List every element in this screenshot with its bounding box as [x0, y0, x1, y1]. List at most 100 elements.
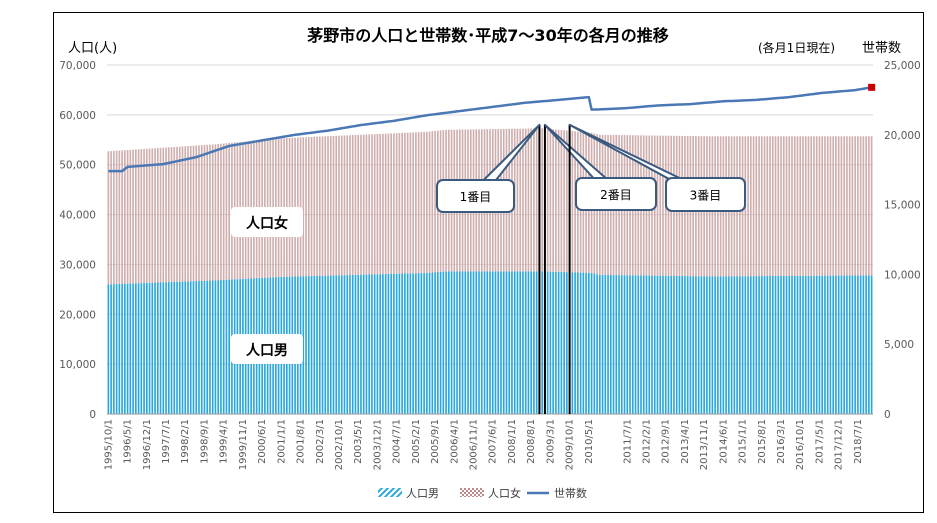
bar-female: [181, 146, 184, 282]
bar-male: [810, 275, 813, 414]
bar-male: [541, 271, 543, 414]
bar-male: [868, 275, 870, 414]
bar-female: [346, 135, 349, 276]
x-tick-label: 2017/12/1: [834, 419, 845, 470]
x-tick-label: 2005/9/1: [430, 419, 441, 464]
bar-female: [752, 136, 755, 277]
bar-male: [228, 279, 230, 414]
legend-swatch: [460, 488, 484, 497]
bar-male: [469, 271, 472, 414]
bar-male: [335, 275, 338, 414]
bar-female: [384, 133, 387, 275]
bar-male: [664, 275, 667, 414]
bar-male: [708, 276, 711, 414]
bar-male: [461, 271, 464, 414]
bar-male: [475, 271, 478, 414]
bar-male: [747, 276, 749, 414]
bar-female: [118, 150, 121, 284]
bar-female: [758, 136, 760, 277]
x-tick-label: 2008/1/1: [507, 419, 518, 464]
bar-female: [541, 128, 543, 272]
bar-male: [535, 271, 538, 414]
bar-female: [371, 134, 373, 275]
bar-male: [552, 271, 554, 414]
bar-female: [110, 151, 112, 285]
bar-male: [549, 271, 552, 414]
bar-male: [445, 271, 447, 414]
x-tick-label: 2018/7/1: [853, 419, 864, 464]
bar-female: [192, 145, 195, 282]
bar-male: [579, 272, 582, 414]
bar-male: [763, 276, 766, 414]
x-tick-label: 2009/10/1: [565, 419, 576, 470]
bar-female: [412, 132, 414, 274]
bar-male: [453, 271, 456, 414]
bar-male: [590, 272, 593, 414]
bar-female: [167, 147, 170, 283]
bar-male: [711, 276, 714, 414]
bar-female: [382, 133, 384, 275]
bar-male: [769, 276, 771, 414]
bar-female: [527, 128, 530, 272]
bar-male: [195, 281, 198, 414]
bar-female: [357, 134, 360, 275]
bar-female: [393, 133, 395, 274]
bar-female: [524, 128, 527, 272]
y2-tick-label: 25,000: [884, 60, 921, 72]
bar-male: [588, 272, 590, 414]
bar-female: [162, 147, 165, 283]
bar-male: [173, 281, 176, 414]
bar-female: [417, 132, 420, 274]
bar-male: [563, 272, 565, 414]
callout-box: [436, 179, 515, 213]
bar-male: [329, 275, 332, 414]
bar-male: [804, 275, 807, 414]
bar-male: [555, 271, 557, 414]
bar-female: [818, 136, 821, 276]
bar-female: [299, 137, 302, 277]
bar-male: [717, 276, 719, 414]
bar-female: [555, 129, 557, 272]
x-tick-label: 2006/11/1: [469, 419, 480, 470]
bar-female: [755, 136, 758, 277]
bar-female: [189, 145, 192, 282]
bar-male: [516, 271, 519, 414]
bar-male: [829, 275, 832, 414]
bar-female: [113, 150, 115, 285]
bar-male: [854, 275, 856, 414]
bar-male: [821, 275, 824, 414]
bar-male: [129, 283, 132, 414]
bar-female: [156, 148, 159, 283]
bar-male: [398, 273, 401, 414]
bar-male: [316, 275, 318, 414]
bar-male: [313, 275, 316, 414]
x-tick-label: 2015/8/1: [757, 419, 768, 464]
bar-male: [305, 276, 307, 414]
bar-female: [121, 150, 123, 284]
bar-male: [725, 276, 727, 414]
bar-male: [645, 275, 648, 414]
bar-male: [439, 271, 442, 414]
bar-male: [211, 280, 214, 414]
bar-male: [615, 275, 618, 414]
x-tick-label: 1998/2/1: [180, 419, 191, 464]
legend: 人口男 人口女 世帯数: [378, 486, 587, 500]
bar-female: [327, 136, 329, 276]
callout-box: [575, 177, 657, 211]
bar-female: [788, 136, 791, 276]
bar-female: [145, 148, 148, 283]
bar-male: [799, 275, 802, 414]
bar-male: [154, 282, 156, 414]
bar-male: [758, 276, 760, 414]
bar-male: [596, 274, 598, 414]
bar-male: [662, 275, 664, 414]
bar-male: [752, 276, 755, 414]
bar-male: [327, 275, 329, 414]
bar-female: [387, 133, 390, 274]
bar-male: [486, 271, 489, 414]
bar-male: [626, 275, 629, 414]
x-tick-label: 2001/1/1: [276, 419, 287, 464]
bar-male: [571, 272, 574, 414]
bar-female: [837, 136, 840, 276]
bar-female: [310, 136, 313, 277]
